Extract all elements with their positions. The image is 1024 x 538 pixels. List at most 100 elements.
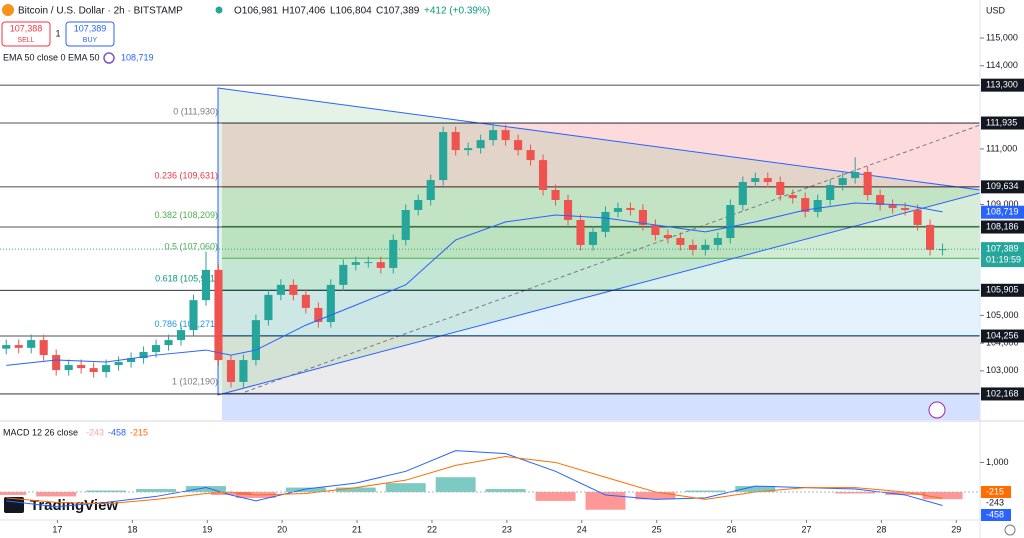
macd-value-box bbox=[981, 509, 1011, 521]
fib-label: 0.618 (105,911) bbox=[155, 273, 218, 283]
candle-body bbox=[426, 180, 435, 200]
fib-zone bbox=[222, 290, 980, 336]
candle-body bbox=[314, 307, 323, 323]
y-tick-label: 105,000 bbox=[986, 310, 1019, 320]
fib-zone bbox=[222, 258, 980, 291]
price-box bbox=[981, 329, 1024, 343]
candle-body bbox=[676, 238, 685, 245]
candle-body bbox=[189, 300, 198, 331]
ohlc-open: O106,981 bbox=[234, 6, 278, 17]
sell-label: SELL bbox=[17, 37, 34, 44]
candle-body bbox=[539, 160, 548, 191]
y-tick-label: 115,000 bbox=[986, 32, 1018, 42]
y-tick-label: 103,000 bbox=[986, 365, 1019, 375]
macd-value-box bbox=[981, 486, 1011, 498]
candle-body bbox=[376, 262, 385, 268]
macd-histogram-bar bbox=[335, 487, 376, 492]
candle-body bbox=[801, 198, 810, 212]
macd-value-label: -215 bbox=[986, 486, 1004, 496]
candle-body bbox=[588, 231, 598, 245]
candle-body bbox=[514, 140, 523, 151]
fib-label: 1 (102,190) bbox=[172, 377, 218, 387]
candle-body bbox=[139, 352, 148, 359]
macd-line bbox=[6, 456, 943, 505]
candle-body bbox=[239, 360, 248, 382]
sell-price: 107,388 bbox=[10, 23, 43, 33]
macd-histogram-bar bbox=[535, 492, 576, 501]
candle-body bbox=[151, 345, 161, 353]
trend-dashed bbox=[244, 124, 981, 393]
candle-body bbox=[638, 209, 647, 225]
buy-label: BUY bbox=[83, 37, 98, 44]
candle-body bbox=[776, 181, 785, 196]
ema-line bbox=[6, 202, 943, 366]
x-tick-label: 22 bbox=[427, 524, 437, 534]
buy-price: 107,389 bbox=[74, 23, 107, 33]
candle-body bbox=[663, 234, 672, 239]
price-box-label: 104,256 bbox=[986, 330, 1019, 340]
magic-icon[interactable] bbox=[928, 401, 946, 419]
candle-body bbox=[301, 294, 310, 308]
ohlc-low: L106,804 bbox=[330, 6, 372, 17]
macd-histogram-bar bbox=[685, 490, 726, 492]
ema-icon[interactable] bbox=[103, 52, 115, 64]
candle-body bbox=[751, 178, 760, 182]
ema-legend: EMA 50 close 0 EMA 50 bbox=[3, 52, 100, 62]
market-status bbox=[215, 6, 223, 14]
candle-body bbox=[563, 200, 573, 220]
candle-body bbox=[688, 244, 697, 250]
macd-histogram-bar bbox=[835, 492, 876, 494]
price-box bbox=[981, 220, 1024, 234]
candle-body bbox=[201, 269, 211, 301]
fib-zone bbox=[222, 335, 980, 394]
candle-body bbox=[289, 284, 298, 295]
candle-body bbox=[626, 208, 635, 210]
candle-body bbox=[863, 171, 872, 196]
candle-body bbox=[501, 130, 510, 141]
price-box-label: 113,300 bbox=[986, 80, 1018, 90]
candle-body bbox=[901, 208, 910, 210]
candle-body bbox=[27, 340, 36, 348]
candle-body bbox=[813, 200, 822, 212]
macd-histogram-bar bbox=[435, 477, 476, 492]
x-tick-label: 29 bbox=[951, 524, 961, 534]
candle-body bbox=[102, 365, 111, 372]
candle-body bbox=[176, 330, 186, 341]
settings-icon[interactable] bbox=[1004, 524, 1016, 536]
candle-body bbox=[77, 365, 86, 369]
ema-value: 108,719 bbox=[121, 52, 154, 62]
macd-histogram-bar bbox=[285, 487, 326, 492]
candle-body bbox=[351, 262, 360, 265]
candle-body bbox=[876, 195, 885, 205]
x-tick-label: 23 bbox=[502, 524, 512, 534]
candle-body bbox=[913, 209, 922, 225]
symbol-title: Bitcoin / U.S. Dollar · 2h · BITSTAMP bbox=[18, 6, 183, 17]
fib-label: 0.786 (104,271) bbox=[154, 319, 218, 329]
candle-body bbox=[251, 320, 260, 361]
candle-body bbox=[114, 361, 123, 366]
ohlc-high: H107,406 bbox=[282, 6, 326, 17]
macd-line bbox=[6, 450, 943, 508]
sell-button[interactable] bbox=[1, 21, 51, 47]
macd-histogram-bar bbox=[885, 492, 926, 495]
buy-button[interactable] bbox=[65, 21, 115, 47]
candle-body bbox=[89, 368, 98, 372]
candle-body bbox=[788, 195, 797, 199]
candle-body bbox=[339, 264, 348, 285]
macd-value-label: -458 bbox=[986, 509, 1004, 519]
candle-body bbox=[439, 132, 448, 181]
candle-body bbox=[726, 204, 735, 239]
candle-body bbox=[264, 294, 273, 321]
price-box-label: 109,634 bbox=[986, 181, 1019, 191]
candle-body bbox=[601, 211, 610, 232]
price-box-label: 108,186 bbox=[986, 221, 1019, 231]
macd-histogram-bar bbox=[210, 492, 251, 495]
macd-histogram-bar bbox=[735, 486, 776, 492]
header: Bitcoin / U.S. Dollar · 2h · BITSTAMP O1… bbox=[1, 4, 1016, 536]
price-box-label: 105,905 bbox=[986, 285, 1019, 295]
macd-histogram-bar bbox=[36, 492, 77, 497]
macd-legend-signal: -215 bbox=[130, 427, 148, 437]
currency: USD bbox=[986, 5, 1006, 15]
candle-body bbox=[576, 219, 585, 245]
